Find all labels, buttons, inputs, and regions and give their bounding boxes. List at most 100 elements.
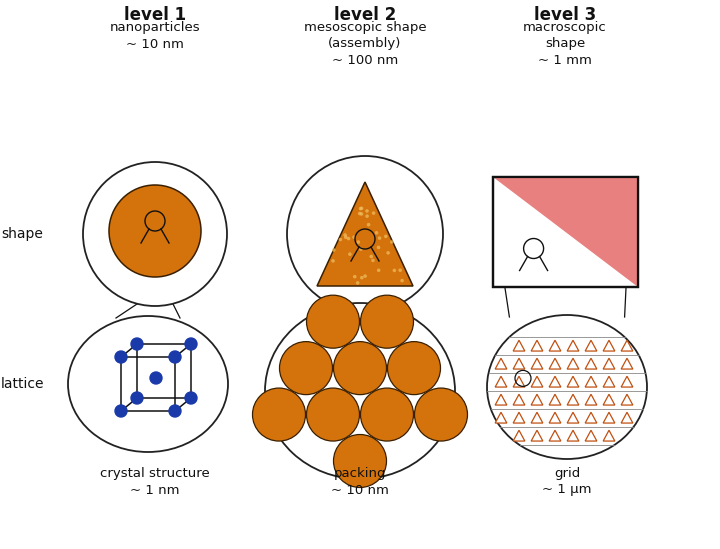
Circle shape <box>347 237 351 240</box>
Polygon shape <box>531 394 543 405</box>
Circle shape <box>287 156 443 312</box>
Bar <box>493 177 638 287</box>
Text: level 1: level 1 <box>124 6 186 24</box>
Polygon shape <box>567 376 579 387</box>
Circle shape <box>359 207 362 210</box>
Text: crystal structure
~ 1 nm: crystal structure ~ 1 nm <box>100 467 210 496</box>
Circle shape <box>374 231 378 234</box>
Polygon shape <box>567 358 579 369</box>
Circle shape <box>344 236 348 239</box>
Polygon shape <box>549 358 561 369</box>
Polygon shape <box>513 340 525 351</box>
Circle shape <box>348 253 351 256</box>
Circle shape <box>169 351 181 363</box>
Polygon shape <box>531 340 543 351</box>
Polygon shape <box>585 394 597 405</box>
Circle shape <box>333 434 387 488</box>
Circle shape <box>361 295 413 348</box>
Circle shape <box>360 276 364 279</box>
Text: level 3: level 3 <box>534 6 596 24</box>
Polygon shape <box>585 376 597 387</box>
Polygon shape <box>603 394 615 405</box>
Polygon shape <box>531 376 543 387</box>
Polygon shape <box>621 394 633 405</box>
Polygon shape <box>495 376 507 387</box>
Polygon shape <box>567 430 579 441</box>
Circle shape <box>369 255 373 258</box>
Circle shape <box>338 238 342 242</box>
Circle shape <box>390 240 394 244</box>
Circle shape <box>361 388 413 441</box>
Circle shape <box>353 275 356 278</box>
Circle shape <box>185 338 197 350</box>
Polygon shape <box>495 394 507 405</box>
Circle shape <box>352 236 356 239</box>
Circle shape <box>356 281 359 285</box>
Polygon shape <box>603 340 615 351</box>
Polygon shape <box>513 394 525 405</box>
Circle shape <box>387 251 390 255</box>
Circle shape <box>378 236 382 240</box>
Circle shape <box>372 259 375 262</box>
Circle shape <box>332 248 336 252</box>
Circle shape <box>83 162 227 306</box>
Circle shape <box>150 372 162 384</box>
Polygon shape <box>317 182 413 286</box>
Polygon shape <box>621 376 633 387</box>
Circle shape <box>356 240 360 244</box>
Circle shape <box>415 388 467 441</box>
Polygon shape <box>531 358 543 369</box>
Ellipse shape <box>487 315 647 459</box>
Circle shape <box>377 268 380 272</box>
Polygon shape <box>567 340 579 351</box>
Circle shape <box>372 211 375 215</box>
Polygon shape <box>549 340 561 351</box>
Text: nanoparticles
~ 10 nm: nanoparticles ~ 10 nm <box>109 21 200 51</box>
Text: level 2: level 2 <box>334 6 396 24</box>
Circle shape <box>365 209 369 213</box>
Circle shape <box>131 392 143 404</box>
Polygon shape <box>549 376 561 387</box>
Polygon shape <box>603 412 615 423</box>
Polygon shape <box>603 376 615 387</box>
Circle shape <box>384 234 387 238</box>
Polygon shape <box>495 358 507 369</box>
Polygon shape <box>531 412 543 423</box>
Polygon shape <box>493 177 638 287</box>
Circle shape <box>115 405 127 417</box>
Circle shape <box>358 212 361 215</box>
Circle shape <box>365 214 369 218</box>
Circle shape <box>366 223 370 226</box>
Text: macroscopic
shape
~ 1 mm: macroscopic shape ~ 1 mm <box>523 21 607 67</box>
Text: lattice: lattice <box>0 377 44 391</box>
Polygon shape <box>513 430 525 441</box>
Ellipse shape <box>265 303 455 479</box>
Circle shape <box>185 392 197 404</box>
Text: mesoscopic shape
(assembly)
~ 100 nm: mesoscopic shape (assembly) ~ 100 nm <box>304 21 426 67</box>
Polygon shape <box>549 394 561 405</box>
Circle shape <box>115 351 127 363</box>
Circle shape <box>359 247 363 251</box>
Polygon shape <box>603 358 615 369</box>
Text: packing
~ 10 nm: packing ~ 10 nm <box>331 467 389 496</box>
Polygon shape <box>621 358 633 369</box>
Polygon shape <box>513 376 525 387</box>
Circle shape <box>360 206 364 210</box>
Polygon shape <box>513 358 525 369</box>
Circle shape <box>364 274 367 278</box>
Polygon shape <box>567 412 579 423</box>
Circle shape <box>392 268 396 272</box>
Circle shape <box>131 338 143 350</box>
Circle shape <box>307 295 359 348</box>
Polygon shape <box>567 394 579 405</box>
Circle shape <box>398 268 402 272</box>
Circle shape <box>377 245 380 249</box>
Circle shape <box>331 259 335 262</box>
Polygon shape <box>585 358 597 369</box>
Polygon shape <box>531 430 543 441</box>
Polygon shape <box>513 412 525 423</box>
Polygon shape <box>621 412 633 423</box>
Circle shape <box>400 279 404 282</box>
Ellipse shape <box>68 316 228 452</box>
Polygon shape <box>621 340 633 351</box>
